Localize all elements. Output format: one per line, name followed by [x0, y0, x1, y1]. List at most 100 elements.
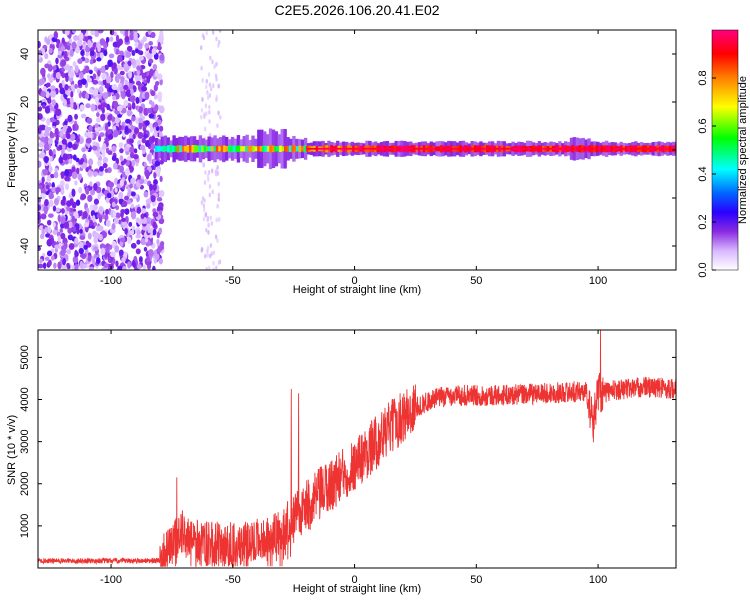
heatmap-cell [600, 147, 604, 150]
heatmap-cell [154, 160, 161, 168]
heatmap-cell [128, 70, 133, 79]
heatmap-cell [215, 76, 218, 82]
heatmap-cell [150, 195, 156, 203]
heatmap-cell [237, 145, 241, 153]
heatmap-cell [527, 147, 531, 150]
heatmap-cell [72, 124, 76, 132]
heatmap-cell [136, 69, 141, 76]
heatmap-cell [94, 30, 100, 38]
heatmap-cell [590, 147, 594, 150]
heatmap-cell [478, 147, 482, 150]
heatmap-cell [147, 227, 151, 234]
heatmap-cell [205, 84, 208, 90]
heatmap-cell [529, 147, 533, 150]
heatmap-cell [131, 259, 136, 268]
heatmap-cell [103, 49, 108, 57]
heatmap-cell [264, 145, 268, 152]
heatmap-cell [74, 113, 78, 120]
heatmap-cell [493, 147, 496, 150]
heatmap-cell [127, 60, 132, 67]
heatmap-cell [59, 87, 66, 95]
heatmap-cell [41, 229, 45, 236]
heatmap-cell [60, 232, 66, 240]
heatmap-cell [218, 30, 222, 33]
heatmap-cell [96, 112, 100, 118]
heatmap-cell [64, 64, 71, 71]
heatmap-cell [515, 147, 518, 150]
heatmap-cell [337, 147, 341, 150]
heatmap-cell [82, 42, 87, 50]
heatmap-cell [88, 165, 92, 170]
heatmap-cell [55, 71, 61, 80]
heatmap-cell [44, 105, 51, 114]
heatmap-cell [209, 86, 213, 92]
heatmap-cell [125, 89, 132, 98]
heatmap-cell [107, 114, 113, 121]
heatmap-cell [208, 109, 211, 115]
heatmap-cell [119, 179, 124, 187]
heatmap-cell [262, 145, 265, 152]
heatmap-cell [105, 219, 111, 227]
heatmap-cell [46, 118, 51, 126]
heatmap-cell [566, 147, 570, 150]
heatmap-cell [152, 221, 157, 229]
heatmap-cell [62, 125, 68, 131]
heatmap-cell [335, 147, 338, 150]
heatmap-cell [126, 45, 133, 53]
heatmap-cell [153, 84, 158, 92]
heatmap-cell [55, 108, 62, 117]
heatmap-cell [112, 95, 117, 101]
heatmap-cell [87, 255, 92, 262]
heatmap-cell [162, 145, 165, 152]
snr-panel: -100 -50 0 50 100 1000 2000 3000 4000 5000 Heigh… [6, 329, 677, 595]
heatmap-cell [158, 258, 164, 265]
heatmap-cell [143, 133, 148, 139]
heatmap-cell [90, 103, 96, 112]
heatmap-cell [46, 82, 51, 88]
heatmap-cell [257, 146, 260, 152]
heatmap-cell [116, 105, 123, 112]
heatmap-cell [119, 148, 124, 154]
heatmap-cell [300, 146, 304, 152]
heatmap-cell [632, 147, 635, 150]
heatmap-cell [53, 171, 59, 179]
heatmap-cell [259, 146, 263, 152]
heatmap-cell [148, 113, 155, 119]
heatmap-cell [193, 144, 197, 153]
heatmap-cell [48, 47, 53, 54]
heatmap-cell [155, 253, 160, 260]
heatmap-cell [119, 70, 125, 76]
heatmap-cell [413, 147, 416, 150]
heatmap-cell [66, 200, 73, 207]
heatmap-cell [96, 151, 101, 158]
heatmap-cell [339, 147, 343, 150]
heatmap-cell [44, 129, 49, 136]
heatmap-cell [210, 168, 214, 174]
heatmap-cell [85, 225, 89, 233]
heatmap-cell [461, 147, 465, 150]
heatmap-cell [66, 262, 70, 268]
heatmap-cell [53, 71, 57, 78]
heatmap-cell [112, 210, 117, 218]
heatmap-cell [646, 147, 650, 150]
heatmap-cell [60, 45, 66, 52]
heatmap-cell [60, 223, 65, 229]
heatmap-cell [98, 165, 104, 172]
heatmap-cell [152, 265, 156, 270]
heatmap-cell [63, 99, 67, 107]
heatmap-cell [422, 147, 426, 150]
heatmap-cell [82, 210, 88, 219]
heatmap-cell [204, 126, 207, 132]
heatmap-cell [366, 147, 370, 150]
heatmap-cell [159, 175, 163, 183]
heatmap-cell [153, 94, 158, 100]
heatmap-cell [230, 145, 234, 153]
heatmap-cell [184, 146, 187, 152]
heatmap-cell [118, 191, 124, 199]
heatmap-cell [133, 127, 140, 135]
heatmap-cell [85, 103, 91, 109]
heatmap-cell [202, 216, 206, 222]
heatmap-cell [615, 147, 618, 150]
heatmap-cell [40, 213, 47, 220]
heatmap-cell [181, 145, 185, 152]
